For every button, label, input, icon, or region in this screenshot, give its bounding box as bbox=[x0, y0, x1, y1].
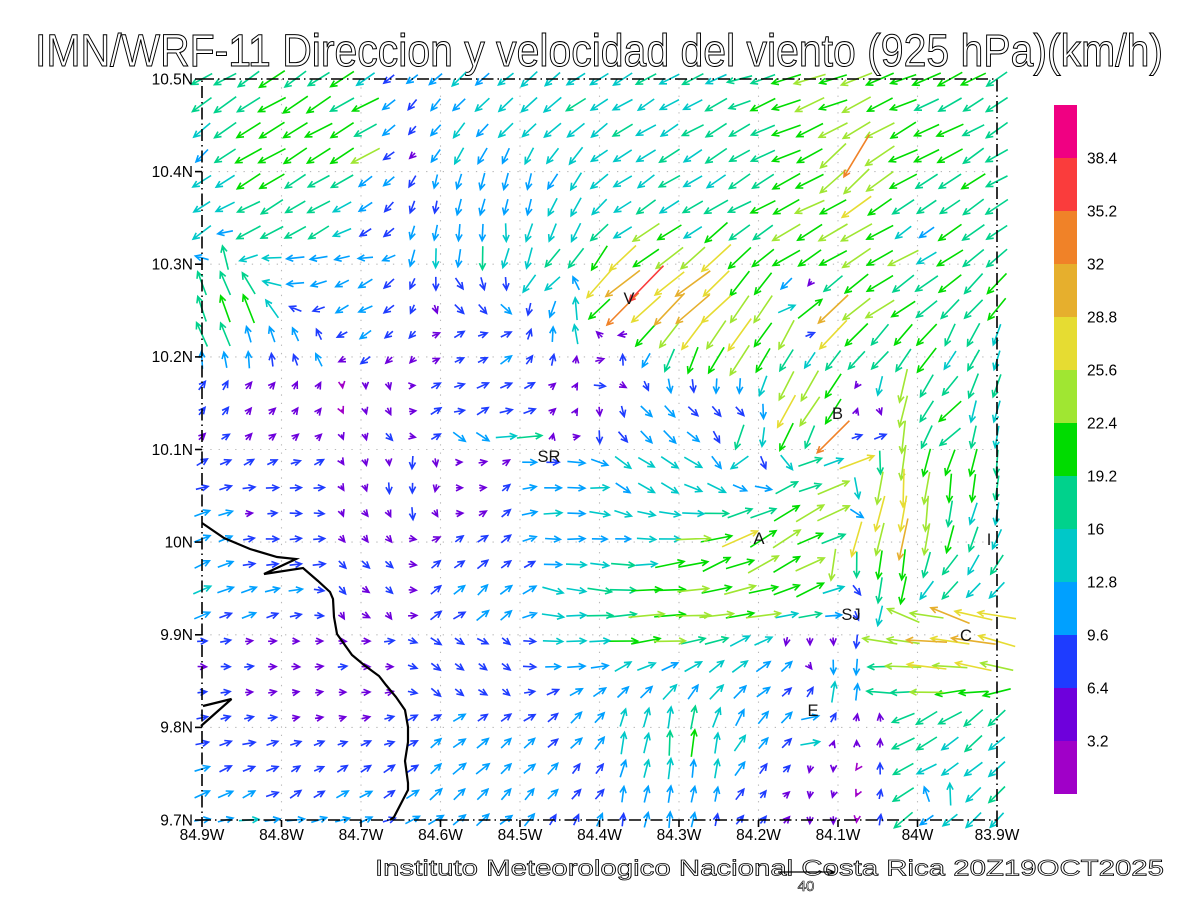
svg-text:SJ: SJ bbox=[841, 606, 860, 624]
svg-text:12.8: 12.8 bbox=[1087, 574, 1117, 591]
svg-text:84.7W: 84.7W bbox=[339, 827, 384, 844]
svg-text:10.5N: 10.5N bbox=[152, 71, 193, 88]
svg-text:19.2: 19.2 bbox=[1087, 468, 1117, 485]
svg-text:10N: 10N bbox=[165, 534, 193, 551]
svg-text:16: 16 bbox=[1087, 521, 1104, 538]
svg-text:10.1N: 10.1N bbox=[152, 442, 193, 459]
svg-text:28.8: 28.8 bbox=[1087, 309, 1117, 326]
svg-text:84.2W: 84.2W bbox=[736, 827, 781, 844]
svg-text:10.3N: 10.3N bbox=[152, 257, 193, 274]
svg-text:3.2: 3.2 bbox=[1087, 733, 1109, 750]
svg-text:22.4: 22.4 bbox=[1087, 415, 1118, 432]
svg-text:9.7N: 9.7N bbox=[160, 812, 193, 829]
svg-text:B: B bbox=[832, 405, 843, 423]
svg-text:84W: 84W bbox=[902, 827, 934, 844]
svg-text:84.1W: 84.1W bbox=[816, 827, 861, 844]
svg-text:6.4: 6.4 bbox=[1087, 680, 1109, 697]
svg-text:10.4N: 10.4N bbox=[152, 164, 193, 181]
svg-text:83.9W: 83.9W bbox=[975, 827, 1020, 844]
svg-text:9.6: 9.6 bbox=[1087, 627, 1109, 644]
svg-text:A: A bbox=[753, 530, 764, 548]
svg-text:E: E bbox=[807, 702, 818, 720]
svg-text:C: C bbox=[960, 627, 972, 645]
svg-text:84.5W: 84.5W bbox=[498, 827, 543, 844]
svg-text:SR: SR bbox=[538, 448, 561, 466]
svg-text:84.3W: 84.3W bbox=[657, 827, 702, 844]
svg-text:84.6W: 84.6W bbox=[418, 827, 463, 844]
svg-text:40: 40 bbox=[798, 878, 815, 895]
svg-text:10.2N: 10.2N bbox=[152, 349, 193, 366]
svg-text:38.4: 38.4 bbox=[1087, 150, 1118, 167]
svg-text:84.9W: 84.9W bbox=[180, 827, 225, 844]
svg-text:9.9N: 9.9N bbox=[160, 627, 193, 644]
svg-text:IMN/WRF-11 Direccion y velocid: IMN/WRF-11 Direccion y velocidad del vie… bbox=[35, 25, 1163, 76]
svg-text:84.4W: 84.4W bbox=[577, 827, 622, 844]
svg-text:84.8W: 84.8W bbox=[259, 827, 304, 844]
svg-text:V: V bbox=[623, 290, 634, 308]
svg-text:I: I bbox=[987, 531, 992, 549]
svg-text:25.6: 25.6 bbox=[1087, 362, 1117, 379]
svg-text:35.2: 35.2 bbox=[1087, 203, 1117, 220]
svg-text:Instituto Meteorologico Nacion: Instituto Meteorologico Nacional Costa R… bbox=[375, 856, 1164, 881]
svg-text:9.8N: 9.8N bbox=[160, 720, 193, 737]
svg-text:32: 32 bbox=[1087, 256, 1104, 273]
